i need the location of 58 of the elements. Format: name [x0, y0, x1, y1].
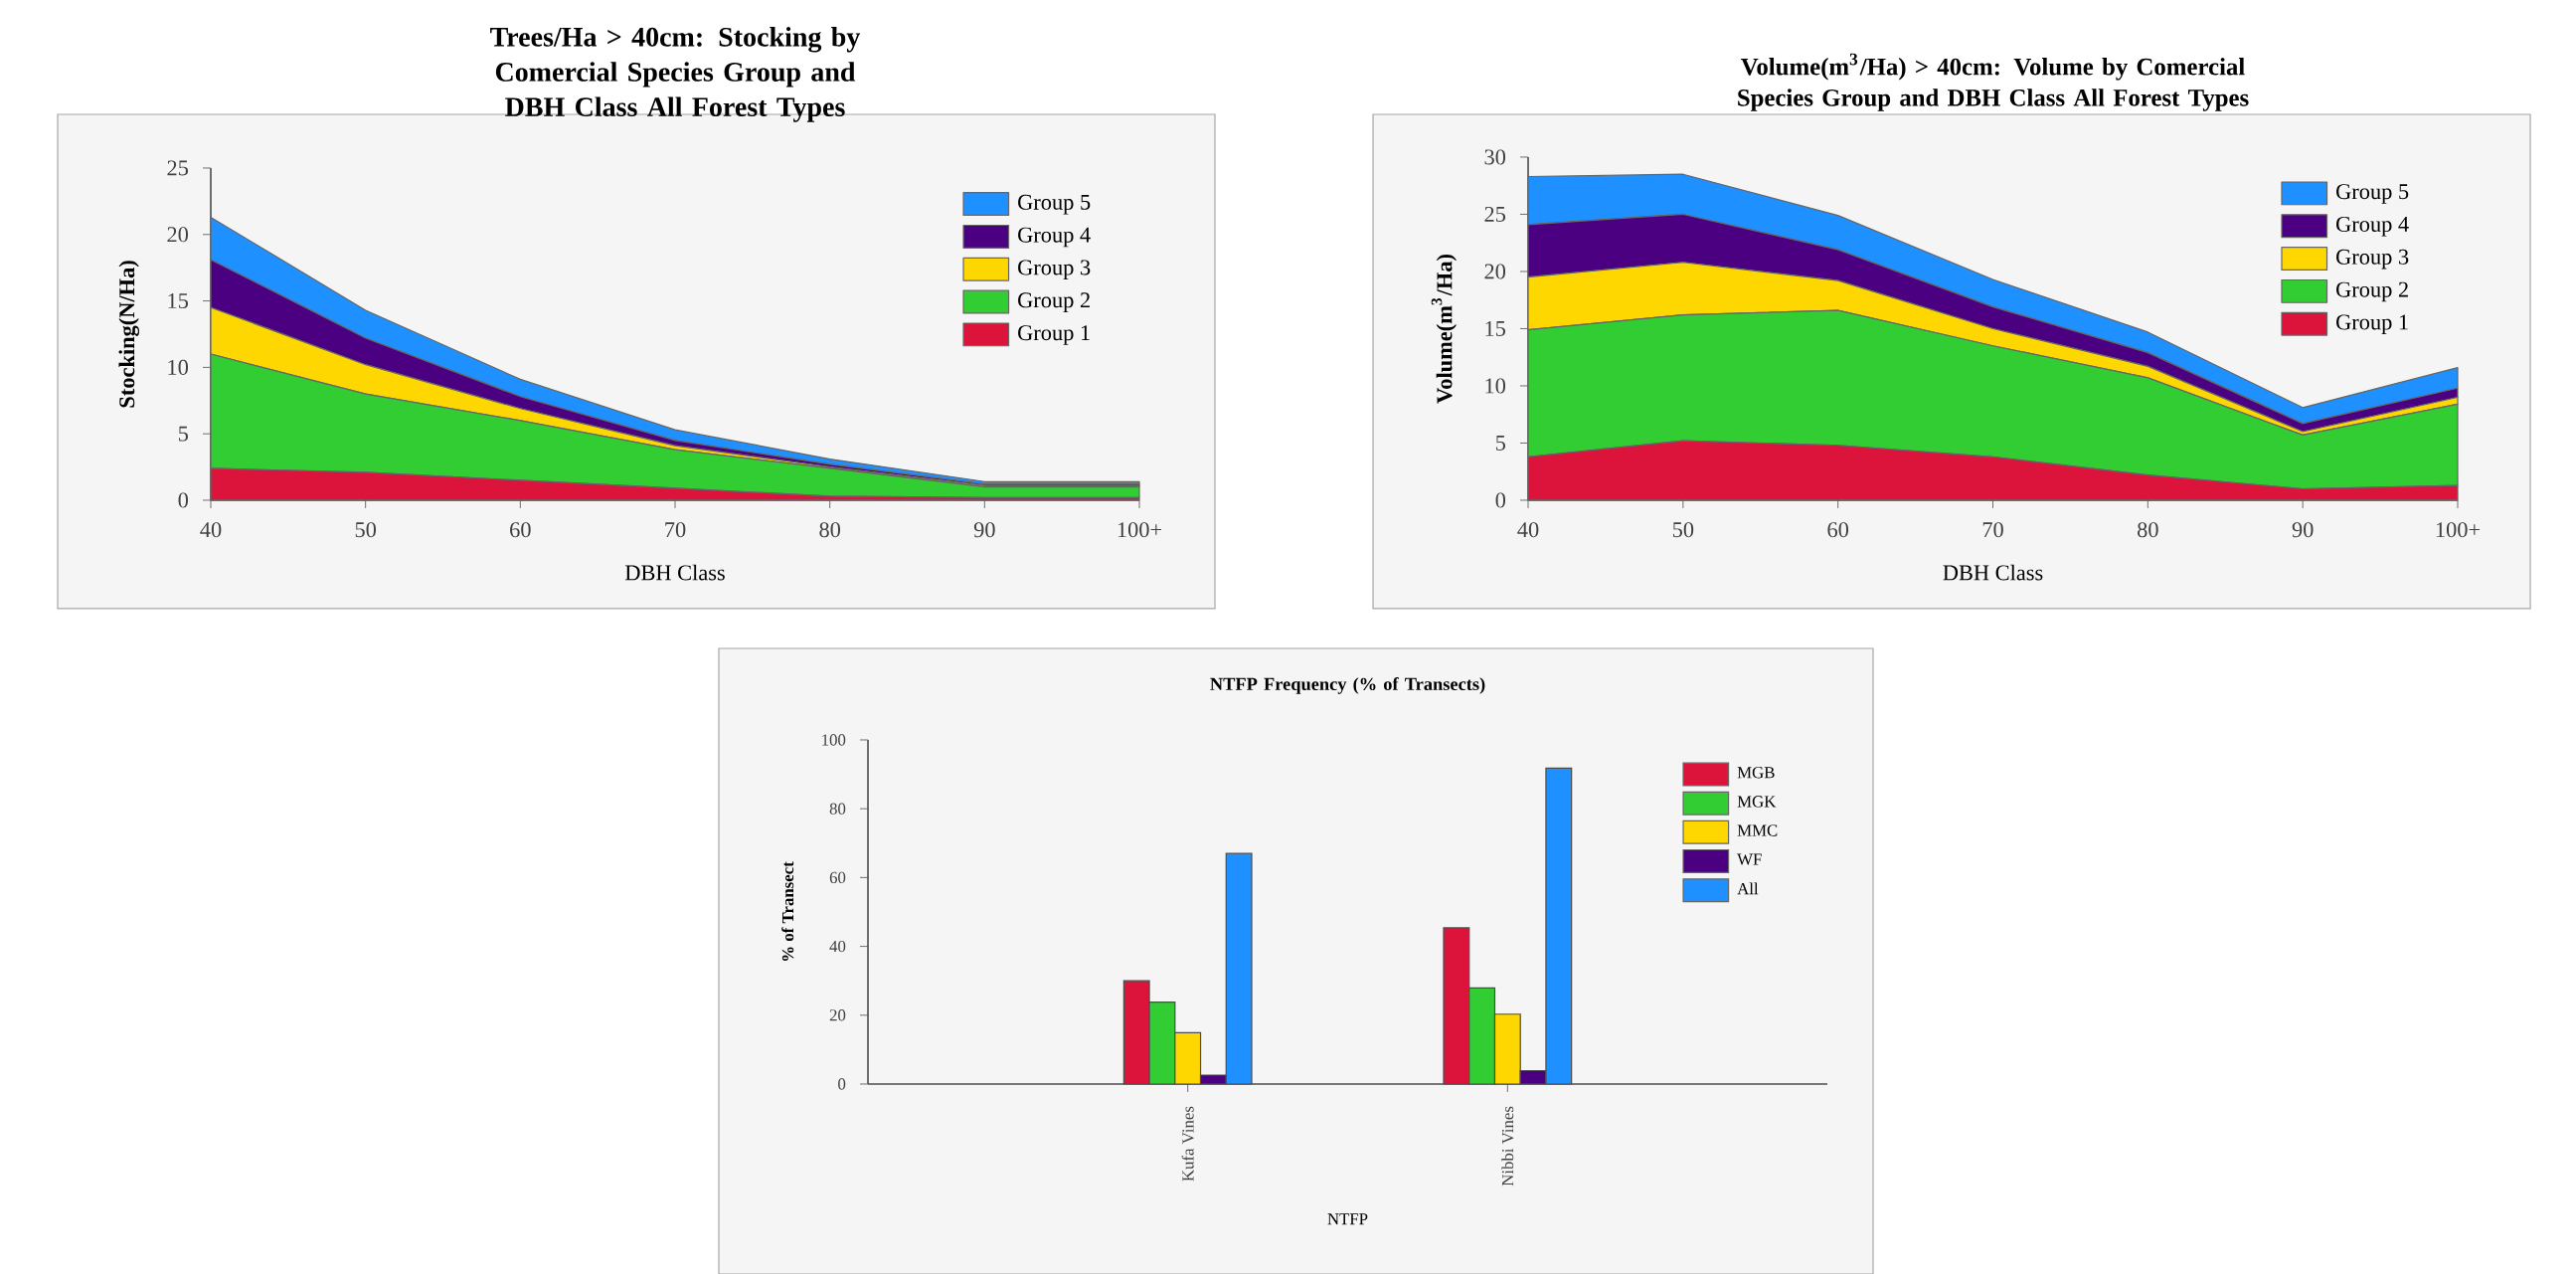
y-tick-label: 0 [1495, 492, 1506, 508]
y-tick-label: 100 [822, 734, 846, 746]
y-tick-label: 5 [178, 426, 189, 442]
y-tick-label: 0 [838, 1078, 846, 1090]
y-axis-title: Volume(m$^{3}$/Ha) [1431, 255, 1458, 404]
legend-label: WF [1737, 853, 1762, 865]
legend-label: Group 1 [1018, 325, 1090, 345]
x-tick-label: 70 [1982, 522, 2003, 538]
x-axis-title: DBH Class [624, 564, 725, 581]
legend-label: MMC [1737, 824, 1778, 836]
x-tick-label: 100+ [1117, 522, 1162, 538]
x-tick-label: 100+ [2436, 522, 2481, 538]
y-tick-label: 0 [178, 492, 189, 508]
y-tick-label: 5 [1496, 436, 1506, 451]
x-tick-label: 50 [355, 522, 377, 538]
x-tick-label: 50 [1672, 522, 1694, 538]
chart-title: Trees/Ha > 40cm: Stocking by Comercial Species Group and DBH Class All Forest Types [490, 27, 861, 122]
legend-label: Group 2 [2336, 281, 2408, 302]
x-tick-label: 40 [1517, 522, 1539, 538]
x-tick-label: 90 [2292, 522, 2314, 538]
y-tick-label: 15 [168, 293, 189, 309]
y-tick-label: 20 [167, 227, 189, 243]
legend-label: Group 1 [2336, 314, 2408, 335]
legend-label: Group 5 [1018, 194, 1091, 215]
x-tick-label: 90 [973, 522, 995, 538]
y-tick-label: 15 [1485, 320, 1506, 336]
x-tick-label: Kufa Vines [1181, 1106, 1194, 1182]
x-tick-label: 70 [665, 522, 686, 538]
y-tick-label: 80 [829, 803, 846, 815]
x-tick-label: 60 [1827, 522, 1849, 538]
x-tick-label: 60 [510, 522, 531, 538]
legend-label: Group 3 [1018, 260, 1091, 280]
legend-label: Group 4 [2336, 216, 2409, 237]
y-tick-label: 25 [1484, 206, 1506, 222]
legend-label: All [1737, 882, 1759, 895]
x-axis-title: DBH Class [1943, 564, 2043, 581]
legend-label: Group 5 [2336, 184, 2409, 204]
y-tick-label: 20 [829, 1009, 846, 1021]
y-tick-label: 10 [168, 359, 189, 375]
x-tick-label: 40 [200, 522, 222, 538]
x-tick-label: 80 [2138, 522, 2158, 538]
y-tick-label: 20 [1484, 264, 1506, 279]
y-tick-label: 60 [829, 871, 846, 884]
y-tick-label: 30 [1484, 149, 1506, 165]
chart-title: Volume(m$^{3}$/Ha) > 40cm: Volume by Comercial Species Group and DBH Class All Forest Types [1738, 53, 2249, 111]
x-axis-title: NTFP [1327, 1213, 1368, 1225]
x-tick-label: Nibbi Vines [1501, 1106, 1514, 1186]
legend-label: Group 3 [2336, 249, 2409, 270]
y-axis-title: % of Transect [781, 861, 794, 961]
y-axis-title: Stocking(N/Ha) [118, 261, 140, 408]
y-tick-label: 10 [1485, 378, 1506, 394]
legend-label: Group 4 [1018, 227, 1091, 248]
legend-label: MGB [1737, 767, 1775, 779]
y-tick-label: 40 [829, 940, 846, 953]
legend-label: Group 2 [1018, 292, 1090, 312]
y-tick-label: 25 [167, 160, 189, 176]
chart-title: NTFP Frequency (% of Transects) [1210, 676, 1485, 694]
legend-label: MGK [1737, 796, 1777, 808]
